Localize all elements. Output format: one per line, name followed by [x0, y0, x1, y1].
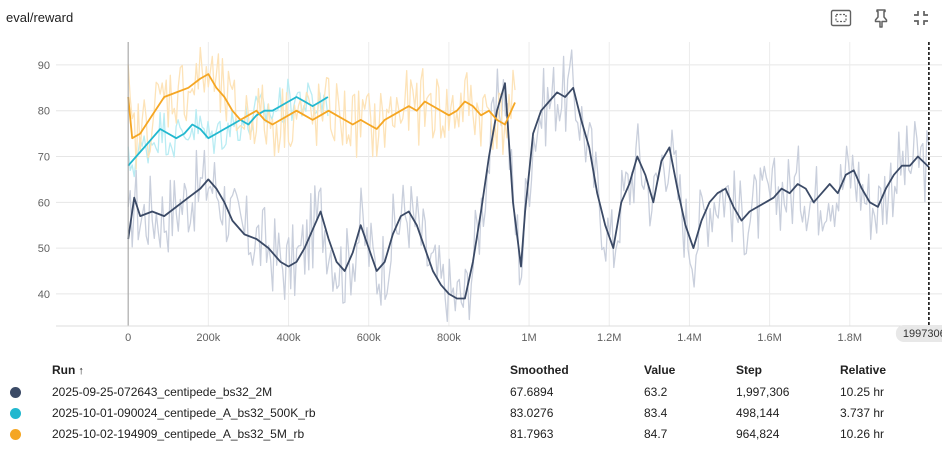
step-value: 498,144 [736, 405, 780, 420]
table-row[interactable]: 2025-10-02-194909_centipede_A_bs32_5M_rb… [0, 423, 940, 444]
raw-value: 63.2 [644, 384, 668, 399]
sort-ascending-icon: ↑ [78, 365, 84, 377]
chart-toolbar [828, 6, 934, 30]
relative-time: 10.26 hr [840, 426, 885, 441]
run-name: 2025-10-02-194909_centipede_A_bs32_5M_rb [52, 426, 305, 441]
table-row[interactable]: 2025-10-01-090024_centipede_A_bs32_500K_… [0, 402, 940, 423]
y-tick-label: 70 [38, 152, 50, 164]
collapse-icon[interactable] [908, 6, 934, 30]
y-tick-label: 80 [38, 106, 50, 118]
smoothed-column-header[interactable]: Smoothed [510, 363, 569, 377]
x-tick-label: 1.8M [838, 332, 862, 344]
run-name: 2025-09-25-072643_centipede_bs32_2M [52, 384, 273, 399]
raw-value: 84.7 [644, 426, 668, 441]
x-tick-label: 1.6M [757, 332, 781, 344]
smoothed-value: 83.0276 [510, 405, 554, 420]
pin-icon[interactable] [868, 6, 894, 30]
table-row[interactable]: 2025-09-25-072643_centipede_bs32_2M 67.6… [0, 381, 940, 402]
series-line [127, 96, 329, 167]
raw-series-line [127, 78, 329, 178]
fit-domain-icon[interactable] [828, 6, 854, 30]
y-tick-label: 90 [38, 60, 50, 72]
line-chart[interactable]: 40 50 60 70 80 90 0 200k 400k 600k 800k 1M 1.2M 1.4M 1… [0, 34, 942, 348]
x-tick-label: 1.4M [677, 332, 701, 344]
cursor-step-chip[interactable]: 1997306× [895, 325, 942, 342]
x-tick-label: 400k [277, 332, 301, 344]
run-color-dot [10, 386, 21, 398]
relative-time: 3.737 hr [840, 405, 885, 420]
step-column-header[interactable]: Step [736, 363, 763, 377]
smoothed-value: 81.7963 [510, 426, 554, 441]
cursor-chip-bg [895, 325, 942, 342]
step-value: 964,824 [736, 426, 780, 441]
x-tick-label: 600k [357, 332, 381, 344]
step-value: 1,997,306 [736, 384, 790, 399]
chart-title: eval/reward [6, 10, 74, 25]
y-tick-label: 60 [38, 197, 50, 209]
run-color-dot [10, 428, 21, 440]
raw-value: 83.4 [644, 405, 668, 420]
run-column-header[interactable]: Run ↑ [52, 363, 84, 377]
x-tick-label: 800k [437, 332, 461, 344]
y-tick-label: 50 [38, 243, 50, 255]
run-name: 2025-10-01-090024_centipede_A_bs32_500K_… [52, 405, 316, 420]
x-tick-label: 0 [125, 332, 131, 344]
series-line [127, 82, 930, 300]
value-column-header[interactable]: Value [644, 363, 676, 377]
x-tick-label: 1M [521, 332, 536, 344]
runs-table-header: Run ↑ Smoothed Value Step Relative [0, 358, 940, 381]
cursor-step-label: 1997306 [903, 328, 942, 340]
run-color-dot [10, 407, 21, 419]
raw-series-line [127, 49, 930, 323]
runs-table: Run ↑ Smoothed Value Step Relative 2025-0… [0, 358, 940, 444]
x-tick-label: 200k [196, 332, 220, 344]
series-line [127, 73, 516, 140]
relative-time: 10.25 hr [840, 384, 885, 399]
x-tick-label: 1.2M [597, 332, 621, 344]
relative-column-header[interactable]: Relative [840, 363, 887, 377]
y-tick-label: 40 [38, 289, 50, 301]
smoothed-value: 67.6894 [510, 384, 554, 399]
